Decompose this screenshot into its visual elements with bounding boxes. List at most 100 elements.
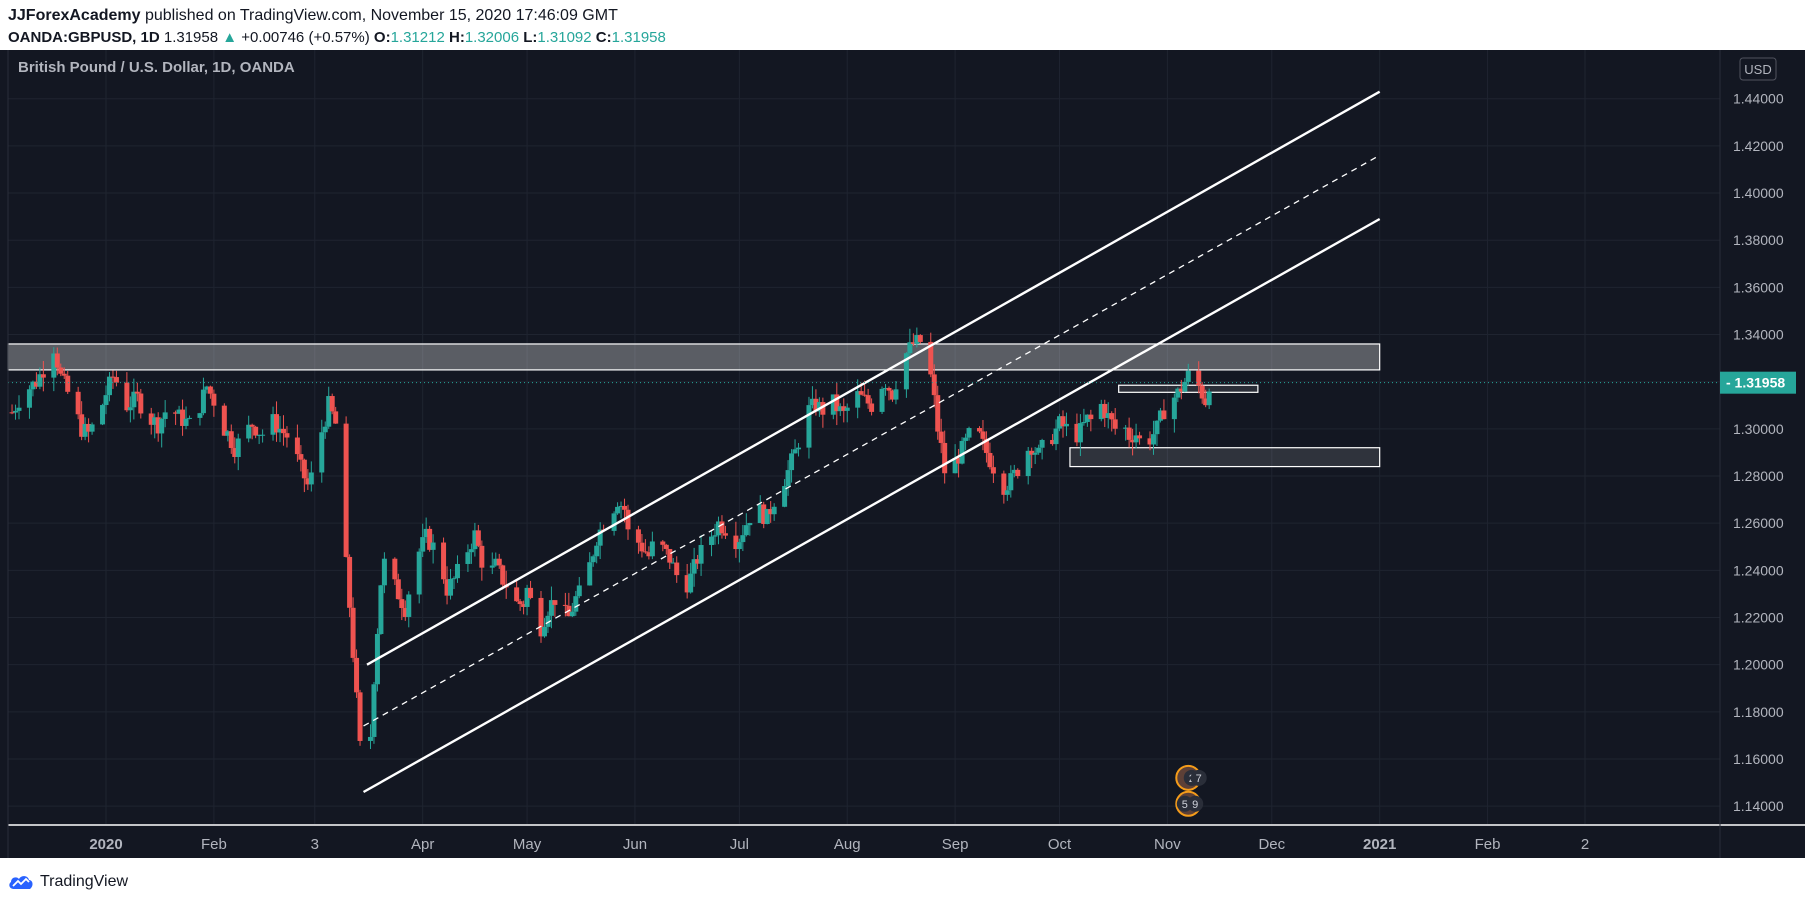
candle-body [322, 426, 328, 433]
candle-body [155, 417, 161, 434]
chart-title: British Pound / U.S. Dollar, 1D, OANDA [18, 59, 295, 76]
candle-body [782, 486, 788, 507]
candle-body [1060, 416, 1066, 427]
candle-body [1123, 427, 1129, 429]
footer: TradingView [0, 858, 1805, 907]
candle-body [1004, 490, 1010, 495]
candle-body [371, 684, 377, 737]
candle-body [956, 457, 962, 464]
candle-body [813, 398, 819, 412]
candle-body [500, 565, 506, 585]
candle-body [649, 541, 655, 557]
channel-lines[interactable] [8, 90, 1720, 794]
candle-body [159, 418, 165, 434]
candle-body [444, 579, 450, 596]
candle-body [862, 394, 868, 396]
change-up-icon: ▲ [222, 29, 238, 46]
candle-body [280, 428, 286, 434]
candle-body [688, 573, 694, 593]
publish-info: JJForexAcademy published on TradingView.… [8, 7, 618, 25]
candle-body [642, 551, 648, 553]
candle-body [674, 562, 680, 576]
candle-body [430, 542, 436, 550]
candle-body [124, 382, 130, 411]
support-zone [1069, 447, 1381, 468]
candle-body [809, 398, 815, 406]
candle-body [479, 545, 485, 568]
candle-body [1081, 421, 1087, 424]
candle-body [844, 407, 850, 411]
x-tick-label: Jul [730, 836, 749, 853]
candle-body [1102, 403, 1108, 418]
candle-body [635, 529, 641, 543]
candle-body [30, 381, 36, 390]
candle-body [357, 692, 363, 741]
candle-body [569, 611, 575, 617]
low-label: L: [523, 29, 538, 46]
channel-upper-line [366, 90, 1381, 666]
candle-body [58, 367, 64, 374]
candle-body [221, 405, 227, 436]
chart-area[interactable]: 1.14000 1.16000 1.18000 1.20000 1.22000 1.240… [0, 50, 1805, 858]
candle-body [448, 579, 454, 596]
candle-body [1074, 423, 1080, 443]
candle-body [378, 585, 384, 634]
axes[interactable]: 1.14000 1.16000 1.18000 1.20000 1.22000 1.240… [7, 50, 1805, 858]
price-chart[interactable]: 1.14000 1.16000 1.18000 1.20000 1.22000 1.240… [0, 50, 1805, 858]
candle-body [660, 541, 666, 545]
candle-body [301, 459, 307, 479]
candle-body [615, 506, 621, 514]
high-label: H: [448, 29, 465, 46]
candle-body [573, 596, 579, 612]
candle-body [106, 376, 112, 396]
candle-body [785, 470, 791, 487]
candle-body [907, 342, 913, 354]
candle-body [329, 396, 335, 412]
candle-body [771, 506, 777, 515]
candle-body [298, 454, 304, 460]
open-label: O: [373, 29, 391, 46]
candle-body [472, 530, 478, 550]
candle-body [347, 556, 353, 608]
candle-body [987, 452, 993, 468]
candle-body [40, 374, 46, 378]
published-text: published on TradingView.com, November 1… [144, 7, 618, 24]
candle-body [855, 391, 861, 408]
candle-body [416, 551, 422, 595]
candle-body [625, 509, 631, 530]
author-name[interactable]: JJForexAcademy [8, 7, 141, 24]
economic-events[interactable]: 2759 [1175, 764, 1207, 817]
candle-body [858, 391, 864, 395]
candle-body [869, 403, 875, 412]
candle-body [663, 544, 669, 549]
candle-body [576, 585, 582, 597]
x-tick-label: 2020 [89, 836, 122, 853]
candle-body [1161, 410, 1167, 420]
y-tick-label: 1.18000 [1733, 704, 1784, 720]
candle-body [917, 335, 923, 342]
current-price-tag [1720, 371, 1796, 394]
candle-body [806, 405, 812, 448]
x-tick-label: Oct [1048, 836, 1072, 853]
resistance-zone [7, 343, 1381, 371]
candle-body [622, 505, 628, 510]
y-tick-label: 1.20000 [1733, 657, 1784, 673]
candle-body [594, 545, 600, 557]
candle-body [152, 417, 158, 425]
candle-body [976, 428, 982, 432]
candle-body [232, 448, 238, 457]
candle-body [294, 437, 300, 455]
candle-body [75, 391, 81, 415]
candle-body [1053, 428, 1059, 445]
tradingview-logo[interactable]: TradingView [8, 873, 128, 891]
candle-body [319, 432, 325, 473]
candle-body [381, 558, 387, 586]
candle-body [952, 457, 958, 474]
small-zone [1118, 384, 1259, 393]
candle-body [931, 374, 937, 396]
symbol: OANDA:GBPUSD, 1D [8, 29, 160, 46]
candle-body [16, 407, 22, 411]
candle-body [590, 556, 596, 563]
candle-body [743, 525, 749, 536]
event-badge [1187, 795, 1204, 812]
